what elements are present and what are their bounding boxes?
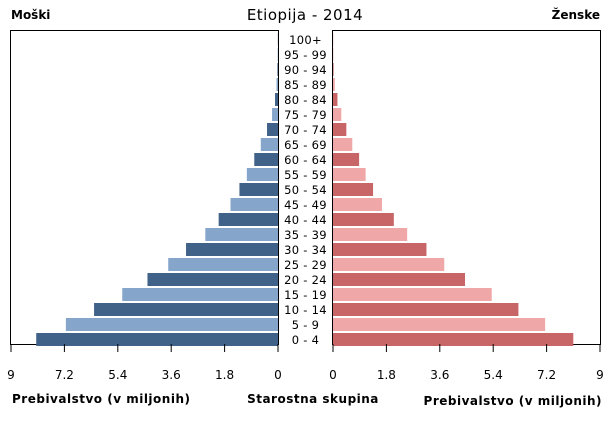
age-group-label: 75 - 79 xyxy=(284,108,327,122)
age-group-label: 80 - 84 xyxy=(284,93,327,107)
female-x-tick-label: 9 xyxy=(596,368,604,382)
female-bar xyxy=(333,183,374,196)
female-bar xyxy=(333,168,366,181)
female-x-tick-label: 5.4 xyxy=(484,368,503,382)
male-x-axis: 9 7.2 5.4 3.6 1.8 0 xyxy=(7,344,282,382)
female-x-tick-label: 1.8 xyxy=(377,368,396,382)
male-bar xyxy=(275,93,278,106)
male-bar xyxy=(277,63,278,76)
male-bar xyxy=(36,333,278,346)
male-bar xyxy=(239,183,278,196)
male-x-tick-label: 7.2 xyxy=(55,368,74,382)
age-group-label: 50 - 54 xyxy=(284,183,327,197)
female-axis-label: Prebivalstvo (v miljonih) xyxy=(424,394,602,408)
age-group-label: 0 - 4 xyxy=(292,333,320,347)
female-bar xyxy=(333,153,360,166)
right-panel-label: Ženske xyxy=(552,7,600,22)
female-bar xyxy=(333,333,574,346)
female-bar xyxy=(333,123,347,136)
female-bar xyxy=(333,138,353,151)
female-bar xyxy=(333,273,466,286)
female-x-tick-label: 3.6 xyxy=(430,368,449,382)
male-x-tick-label: 5.4 xyxy=(108,368,127,382)
age-group-label: 60 - 64 xyxy=(284,153,327,167)
male-bar xyxy=(65,318,278,331)
age-group-label: 95 - 99 xyxy=(284,48,327,62)
male-bar xyxy=(168,258,278,271)
age-group-label: 35 - 39 xyxy=(284,228,327,242)
age-axis-label: Starostna skupina xyxy=(247,392,379,406)
male-bar xyxy=(94,303,278,316)
male-bar xyxy=(260,138,278,151)
female-bar xyxy=(333,228,408,241)
female-bar xyxy=(333,198,382,211)
age-group-label: 65 - 69 xyxy=(284,138,327,152)
male-bar xyxy=(147,273,278,286)
female-bar xyxy=(333,258,445,271)
male-x-tick-label: 0 xyxy=(274,368,282,382)
female-bar xyxy=(333,318,546,331)
female-bar xyxy=(333,93,338,106)
female-bar xyxy=(333,213,394,226)
age-group-label: 15 - 19 xyxy=(284,288,327,302)
age-group-label: 55 - 59 xyxy=(284,168,327,182)
male-bar xyxy=(205,228,278,241)
male-bar xyxy=(246,168,278,181)
age-group-label: 90 - 94 xyxy=(284,63,327,77)
male-bar xyxy=(254,153,278,166)
female-bars xyxy=(333,33,574,346)
female-x-tick-label: 0 xyxy=(329,368,337,382)
male-x-tick-label: 3.6 xyxy=(162,368,181,382)
female-x-axis: 0 1.8 3.6 5.4 7.2 9 xyxy=(329,344,604,382)
female-x-tick-label: 7.2 xyxy=(537,368,556,382)
left-panel-label: Moški xyxy=(11,8,50,22)
male-bar xyxy=(230,198,278,211)
male-bar xyxy=(218,213,278,226)
age-group-label: 10 - 14 xyxy=(284,303,327,317)
age-group-label: 25 - 29 xyxy=(284,258,327,272)
age-group-label: 85 - 89 xyxy=(284,78,327,92)
female-bar xyxy=(333,78,335,91)
age-group-label: 5 - 9 xyxy=(292,318,320,332)
age-group-label: 100+ xyxy=(289,33,322,47)
age-group-label: 30 - 34 xyxy=(284,243,327,257)
male-bar xyxy=(267,123,278,136)
age-group-label: 70 - 74 xyxy=(284,123,327,137)
male-axis-label: Prebivalstvo (v miljonih) xyxy=(12,392,190,406)
age-group-label: 20 - 24 xyxy=(284,273,327,287)
female-bar xyxy=(333,243,427,256)
female-bar xyxy=(333,288,492,301)
chart-title: Etiopija - 2014 xyxy=(247,6,363,24)
age-group-label: 45 - 49 xyxy=(284,198,327,212)
male-bar xyxy=(122,288,278,301)
male-bar xyxy=(276,78,278,91)
female-bar xyxy=(333,303,519,316)
male-x-tick-label: 1.8 xyxy=(215,368,234,382)
age-group-label: 40 - 44 xyxy=(284,213,327,227)
male-bars xyxy=(36,33,278,346)
female-bar xyxy=(333,108,342,121)
female-bar xyxy=(333,63,334,76)
male-bar xyxy=(186,243,278,256)
male-x-tick-label: 9 xyxy=(7,368,15,382)
male-bar xyxy=(272,108,278,121)
